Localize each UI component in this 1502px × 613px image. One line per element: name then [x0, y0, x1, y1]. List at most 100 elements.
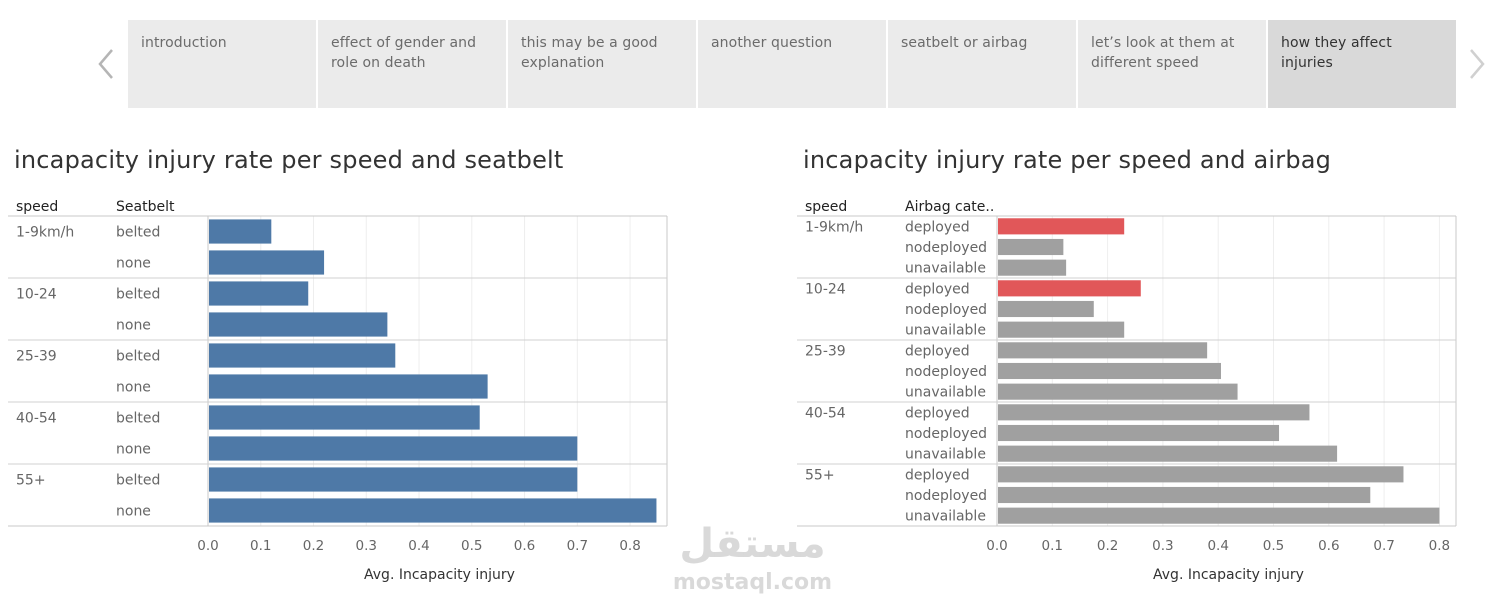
row-header-speed: speed	[805, 199, 847, 215]
bar	[998, 424, 1280, 442]
bar	[209, 343, 396, 368]
row-header-speed: speed	[16, 199, 58, 215]
story-point-introduction[interactable]: introduction	[128, 20, 316, 108]
x-tick-label: 0.5	[1263, 538, 1284, 554]
x-tick-label: 0.0	[986, 538, 1007, 554]
category-row-label: deployed	[905, 343, 970, 359]
mostaql-watermark: مستقل mostaql.com	[670, 520, 835, 605]
category-row-label: unavailable	[905, 447, 986, 463]
speed-group-label: 10-24	[16, 287, 57, 303]
x-tick-label: 0.0	[197, 538, 218, 554]
x-tick-label: 0.4	[408, 538, 429, 554]
speed-group-label: 10-24	[805, 281, 846, 297]
story-point-gender-role[interactable]: effect of gender and role on death	[318, 20, 506, 108]
row-header-category: Seatbelt	[116, 199, 175, 215]
speed-group-label: 40-54	[805, 405, 846, 421]
x-tick-label: 0.8	[619, 538, 640, 554]
x-tick-label: 0.3	[356, 538, 377, 554]
bar	[209, 498, 657, 523]
category-row-label: unavailable	[905, 385, 986, 401]
story-point-affect-injuries[interactable]: how they affect injuries	[1268, 20, 1456, 108]
category-row-label: none	[116, 380, 151, 396]
bar	[998, 300, 1094, 318]
x-tick-label: 0.6	[514, 538, 535, 554]
bar-highlighted	[998, 280, 1141, 297]
bar	[209, 281, 309, 306]
airbag-bar-chart: speed Airbag cate.. 0.0 0.1 0.2 0.3 0.4 0.5 0.6 0…	[797, 199, 1457, 583]
speed-group-label: 25-39	[805, 343, 846, 359]
bar	[209, 219, 272, 244]
bar	[209, 312, 388, 337]
bar-highlighted	[998, 218, 1125, 235]
bar	[209, 250, 325, 275]
bar	[209, 374, 488, 399]
bar	[998, 507, 1440, 524]
bar	[209, 405, 480, 430]
category-row-label: deployed	[905, 467, 970, 483]
x-tick-label: 0.1	[1042, 538, 1063, 554]
speed-group-label: 1-9km/h	[16, 225, 74, 241]
category-row-label: nodeployed	[905, 302, 987, 318]
watermark-arabic-text: مستقل	[679, 521, 826, 567]
speed-group-label: 55+	[805, 467, 835, 483]
speed-group-label: 1-9km/h	[805, 219, 863, 235]
x-tick-label: 0.2	[303, 538, 324, 554]
bar	[998, 486, 1371, 504]
category-row-label: deployed	[905, 405, 970, 421]
x-tick-label: 0.8	[1429, 538, 1450, 554]
speed-group-label: 55+	[16, 473, 46, 489]
x-tick-label: 0.7	[567, 538, 588, 554]
bar	[998, 362, 1221, 380]
category-row-label: nodeployed	[905, 240, 987, 256]
category-row-label: none	[116, 442, 151, 458]
category-row-label: deployed	[905, 219, 970, 235]
category-row-label: belted	[116, 349, 160, 365]
story-prev-arrow-icon[interactable]	[96, 48, 116, 80]
speed-group-label: 40-54	[16, 411, 57, 427]
category-row-label: unavailable	[905, 323, 986, 339]
category-row-label: nodeployed	[905, 488, 987, 504]
row-header-category: Airbag cate..	[905, 199, 994, 215]
speed-group-label: 25-39	[16, 349, 57, 365]
story-point-another-question[interactable]: another question	[698, 20, 886, 108]
x-axis-label: Avg. Incapacity injury	[1153, 567, 1304, 583]
story-point-seatbelt-or-airbag[interactable]: seatbelt or airbag	[888, 20, 1076, 108]
bar	[209, 467, 578, 492]
category-row-label: unavailable	[905, 261, 986, 277]
x-axis-label: Avg. Incapacity injury	[364, 567, 515, 583]
x-tick-label: 0.2	[1097, 538, 1118, 554]
category-row-label: belted	[116, 473, 160, 489]
category-row-label: none	[116, 256, 151, 272]
story-point-good-explanation[interactable]: this may be a good explanation	[508, 20, 696, 108]
seatbelt-chart-title: incapacity injury rate per speed and sea…	[14, 146, 564, 174]
category-row-label: belted	[116, 287, 160, 303]
bar	[998, 321, 1125, 338]
bar	[998, 404, 1310, 421]
x-tick-label: 0.7	[1373, 538, 1394, 554]
airbag-chart-title: incapacity injury rate per speed and air…	[803, 146, 1332, 174]
category-row-label: nodeployed	[905, 364, 987, 380]
x-tick-label: 0.1	[250, 538, 271, 554]
category-row-label: deployed	[905, 281, 970, 297]
category-row-label: none	[116, 504, 151, 520]
bar	[998, 238, 1064, 256]
bar	[998, 445, 1338, 462]
x-tick-label: 0.6	[1318, 538, 1339, 554]
bar	[998, 466, 1404, 483]
bar	[998, 383, 1238, 400]
bar	[998, 259, 1067, 276]
story-next-arrow-icon[interactable]	[1467, 48, 1487, 80]
bar	[998, 342, 1208, 359]
bar	[209, 436, 578, 461]
watermark-latin-text: mostaql.com	[672, 570, 833, 595]
seatbelt-bar-chart: speed Seatbelt 0.0 0.1 0.2 0.3 0.4 0.5 0.6 0.7 0.8…	[8, 199, 668, 583]
category-row-label: unavailable	[905, 509, 986, 525]
category-row-label: none	[116, 318, 151, 334]
x-tick-label: 0.3	[1152, 538, 1173, 554]
category-row-label: belted	[116, 411, 160, 427]
category-row-label: nodeployed	[905, 426, 987, 442]
x-tick-label: 0.4	[1207, 538, 1228, 554]
x-tick-label: 0.5	[461, 538, 482, 554]
category-row-label: belted	[116, 225, 160, 241]
story-point-different-speed[interactable]: let’s look at them at different speed	[1078, 20, 1266, 108]
